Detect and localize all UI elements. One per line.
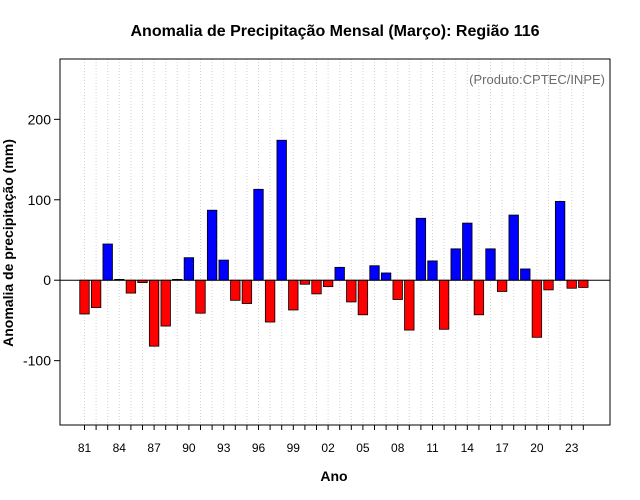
bar-2010 — [415, 217, 427, 281]
bar-1992 — [206, 209, 218, 281]
x-tick-label-11: 11 — [426, 441, 439, 455]
product-credit: (Produto:CPTEC/INPE) — [469, 72, 605, 87]
bar-2011 — [427, 260, 438, 281]
bar-2022 — [554, 200, 566, 281]
x-tick-label-81: 81 — [78, 441, 92, 455]
bar-1991 — [195, 279, 206, 314]
bar-1997 — [264, 279, 276, 323]
y-tick-label--100: -100 — [23, 353, 51, 369]
plot-frame — [59, 58, 611, 426]
bar-2003 — [334, 266, 345, 281]
bar-2006 — [369, 265, 380, 281]
bar-1983 — [102, 243, 113, 281]
grid-lines — [84, 59, 584, 425]
x-tick-label-99: 99 — [287, 441, 301, 455]
x-tick-label-87: 87 — [147, 441, 161, 455]
y-tick-label-200: 200 — [28, 111, 52, 127]
x-axis-label: Ano — [320, 468, 347, 484]
bar-2023 — [566, 279, 577, 289]
x-tick-label-17: 17 — [495, 441, 509, 455]
bar-2004 — [346, 279, 357, 303]
bar-2015 — [473, 279, 485, 316]
bars — [79, 139, 589, 347]
x-tick-label-20: 20 — [530, 441, 544, 455]
bar-2001 — [311, 279, 322, 295]
x-tick-label-05: 05 — [356, 441, 370, 455]
bar-1988 — [160, 279, 171, 327]
bar-1985 — [125, 279, 137, 294]
bar-1995 — [241, 279, 253, 304]
bar-1996 — [253, 188, 264, 281]
bar-1999 — [288, 279, 299, 311]
x-tick-label-84: 84 — [113, 441, 127, 455]
bar-2012 — [438, 279, 450, 330]
bar-2016 — [485, 248, 496, 281]
bar-2002 — [322, 279, 334, 288]
y-tick-label-100: 100 — [28, 192, 52, 208]
bar-1993 — [218, 259, 229, 281]
bar-2014 — [462, 222, 473, 281]
x-tick-label-93: 93 — [217, 441, 231, 455]
bar-2019 — [520, 268, 531, 281]
bar-1981 — [79, 279, 90, 315]
bar-2007 — [380, 272, 392, 281]
bar-2017 — [496, 279, 508, 292]
y-axis-label: Anomalia de precipitação (mm) — [0, 139, 16, 347]
bar-2013 — [450, 248, 461, 281]
bar-1998 — [276, 139, 287, 281]
bar-2024 — [578, 279, 589, 288]
x-tick-label-90: 90 — [182, 441, 196, 455]
x-tick-label-08: 08 — [391, 441, 405, 455]
bar-1994 — [230, 279, 241, 301]
bar-1982 — [90, 279, 102, 308]
y-axis: -100 0 100 200 — [23, 111, 60, 369]
x-axis: 81 84 87 90 93 96 99 02 05 08 11 14 17 20 23 — [78, 425, 584, 455]
bar-2018 — [508, 214, 519, 281]
bar-1990 — [183, 257, 195, 281]
bar-2000 — [299, 279, 311, 285]
x-tick-label-23: 23 — [565, 441, 579, 455]
bar-1987 — [148, 279, 160, 347]
x-tick-label-14: 14 — [461, 441, 475, 455]
x-tick-label-96: 96 — [252, 441, 266, 455]
y-tick-label-0: 0 — [43, 272, 51, 288]
chart-title: Anomalia de Precipitação Mensal (Março):… — [130, 23, 539, 40]
bar-2020 — [531, 279, 543, 338]
bar-2008 — [392, 279, 403, 300]
bar-2009 — [404, 279, 415, 331]
x-tick-label-02: 02 — [321, 441, 335, 455]
bar-2005 — [357, 279, 369, 316]
bar-2021 — [543, 279, 554, 291]
